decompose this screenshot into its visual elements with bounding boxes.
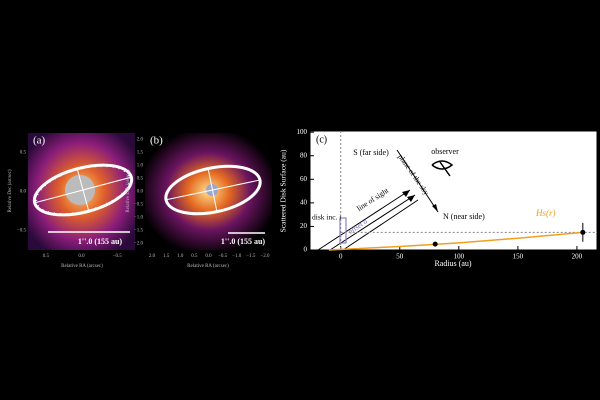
minor-axis (76, 167, 90, 213)
x-tick-label: −1.0 (232, 254, 242, 259)
y-tick-label: 0.0 (20, 190, 27, 195)
panel-label: (b) (150, 135, 163, 147)
x-label: Radius (au) (434, 259, 471, 268)
eye-icon (431, 160, 454, 177)
y-tick-label: 60 (300, 175, 308, 183)
y-tick-label: 1.0 (137, 164, 144, 169)
panel-label: (a) (33, 135, 46, 147)
x-label: Relative RA (arcsec) (61, 264, 103, 269)
x-tick-label: 0 (339, 253, 343, 261)
legend-entry: Hs(r) (535, 208, 556, 218)
panel-a: (a) 1''.0 (155 au) Relative RA (arcsec) … (8, 133, 135, 269)
x-tick-label: 150 (513, 253, 524, 261)
x-tick-label: 1.0 (177, 254, 184, 259)
y-tick-label: 2.0 (137, 138, 144, 143)
panel-b: (b) 1''.0 (155 au) Relative RA (arcsec) … (126, 133, 272, 269)
y-tick-label: 100 (297, 128, 308, 136)
point (432, 241, 438, 247)
line-of-sight (342, 199, 419, 251)
line-of-sight (329, 194, 416, 251)
surface-curve (328, 231, 583, 251)
x-tick-label: 200 (572, 253, 583, 261)
y-tick-label: 1.5 (137, 151, 144, 156)
y-tick-label: 0.0 (137, 190, 144, 195)
arrow (407, 195, 415, 202)
y-tick-label: 20 (300, 222, 308, 230)
x-tick-label: −1.5 (246, 254, 256, 259)
y-tick-label: 0 (304, 246, 308, 254)
y-tick-label: −0.5 (17, 229, 27, 234)
x-tick-label: 50 (396, 253, 404, 261)
x-tick-label: 0.5 (43, 254, 50, 259)
x-tick-label: 2.0 (149, 254, 156, 259)
x-tick-label: −0.5 (113, 254, 123, 259)
plane-of-sky (396, 149, 439, 213)
y-tick-label: 80 (300, 151, 308, 159)
annotation: observer (431, 147, 459, 156)
y-tick-label: 0.5 (20, 151, 27, 156)
offset-marker (339, 217, 347, 244)
annotation: N (near side) (443, 212, 485, 221)
annotation: S (far side) (353, 148, 389, 157)
scale-label: 1''.0 (155 au) (221, 237, 266, 246)
arrow (432, 204, 438, 212)
x-tick-label: −0.5 (218, 254, 228, 259)
scale-label: 1''.0 (155 au) (78, 237, 123, 246)
y-tick-label: 0.5 (137, 177, 144, 182)
mask (65, 175, 95, 205)
x-tick-label: 1.5 (163, 254, 170, 259)
point (580, 229, 586, 235)
y-tick-label: −1.5 (134, 229, 144, 234)
y-tick-label: −2.0 (134, 242, 144, 247)
y-tick-label: −0.5 (134, 203, 144, 208)
x-tick-label: 100 (454, 253, 465, 261)
arrow (402, 190, 410, 197)
x-label: Relative RA (arcsec) (187, 264, 229, 269)
x-tick-label: 0.0 (78, 254, 85, 259)
x-tick-label: 0.0 (205, 254, 212, 259)
panel-c: (c) Radius (au) Scattered Disk Surface (… (279, 130, 598, 268)
annotation: disk inc. i (312, 213, 341, 222)
plot-area (309, 130, 598, 251)
y-label: Relative Dec (arcsec) (126, 169, 131, 212)
panel-label: (c) (316, 134, 327, 145)
y-label: Scattered Disk Surface (au) (279, 149, 288, 232)
minor-axis (207, 167, 218, 213)
y-tick-label: 40 (300, 198, 308, 206)
y-tick-label: −1.0 (134, 216, 144, 221)
x-tick-label: 0.5 (191, 254, 198, 259)
x-tick-label: −2.0 (260, 254, 270, 259)
y-label: Relative Dec (arcsec) (8, 169, 13, 212)
line-of-sight (317, 189, 411, 251)
